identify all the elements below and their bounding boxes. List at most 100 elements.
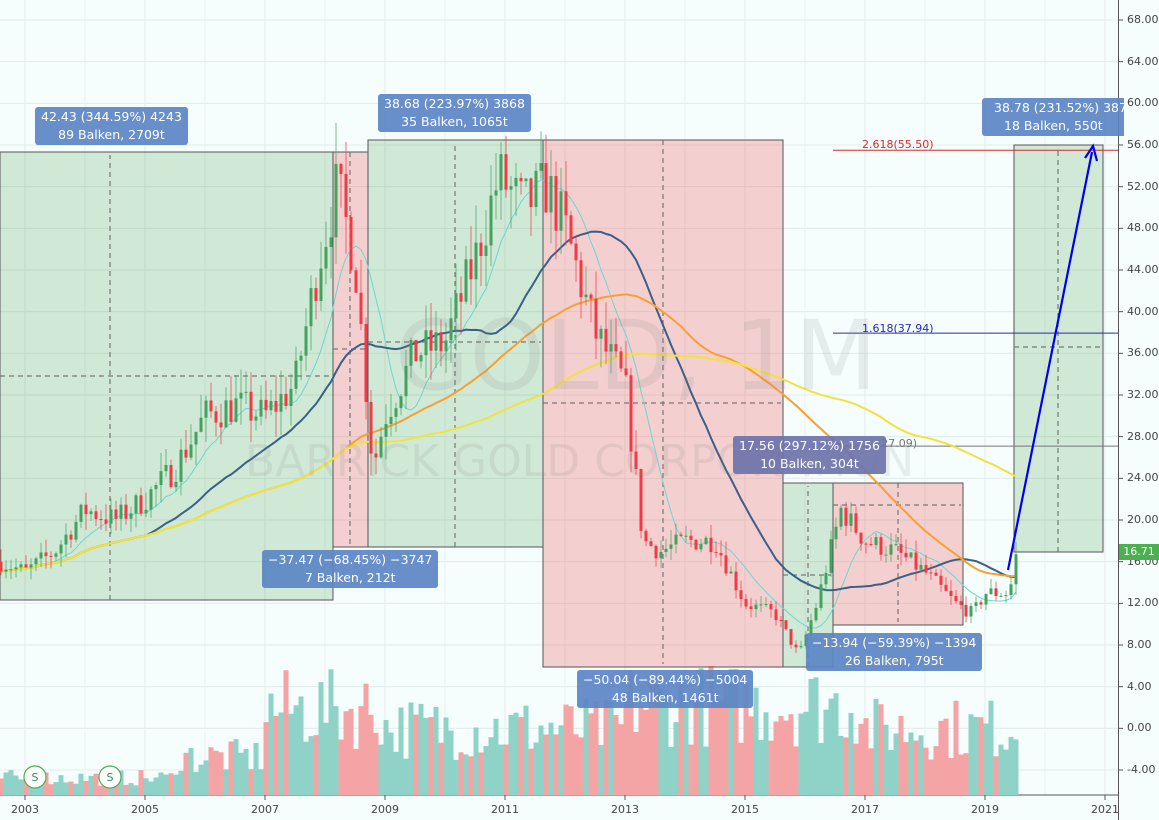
ma-50-line bbox=[0, 230, 1017, 592]
candle-body bbox=[584, 294, 588, 298]
candle-body bbox=[819, 584, 823, 608]
candle-body bbox=[994, 588, 998, 597]
volume-bar bbox=[838, 735, 844, 795]
price-axis[interactable] bbox=[1118, 0, 1159, 820]
price-tick-label: 8.00 bbox=[1127, 638, 1152, 652]
candle-body bbox=[519, 177, 523, 182]
candle bbox=[854, 506, 858, 535]
candle bbox=[419, 352, 423, 369]
candle-body bbox=[879, 537, 883, 555]
candle-body bbox=[314, 288, 318, 301]
candle bbox=[599, 325, 603, 368]
candle-body bbox=[969, 605, 973, 617]
candle-body bbox=[709, 537, 713, 553]
volume-bar bbox=[93, 773, 99, 795]
candle-body bbox=[159, 471, 163, 486]
volume-bar bbox=[648, 681, 654, 795]
price-tick-label: 48.00 bbox=[1127, 221, 1159, 235]
candle-body bbox=[304, 326, 308, 356]
candle-body bbox=[904, 552, 908, 558]
candle-body bbox=[99, 518, 103, 520]
candle-body bbox=[384, 423, 388, 437]
candle bbox=[894, 534, 898, 547]
candle bbox=[429, 303, 433, 380]
candle bbox=[774, 601, 778, 626]
volume-bar bbox=[173, 774, 179, 795]
volume-bar bbox=[333, 706, 339, 795]
volume-bar bbox=[193, 771, 199, 795]
candle-body bbox=[999, 595, 1003, 597]
volume-bar bbox=[593, 700, 599, 795]
candle-body bbox=[14, 567, 18, 570]
candle-body bbox=[179, 449, 183, 482]
candle-body bbox=[394, 408, 398, 417]
candle-body bbox=[459, 293, 463, 302]
candle-body bbox=[909, 552, 913, 558]
volume-bar bbox=[793, 746, 799, 795]
candle-body bbox=[59, 544, 63, 554]
candle-body bbox=[959, 601, 963, 605]
candle bbox=[89, 508, 93, 521]
candle bbox=[799, 640, 803, 649]
candle-body bbox=[614, 344, 618, 352]
candle bbox=[964, 596, 968, 623]
candle-body bbox=[239, 392, 243, 399]
candle bbox=[219, 403, 223, 445]
volume-bar bbox=[773, 721, 779, 795]
volume-bar bbox=[733, 669, 739, 795]
volume-bar bbox=[428, 717, 434, 795]
candle-body bbox=[674, 534, 678, 545]
candle-body bbox=[249, 391, 253, 421]
candle bbox=[609, 319, 613, 374]
candle-body bbox=[704, 537, 708, 545]
volume-bar bbox=[458, 752, 464, 795]
candle bbox=[154, 482, 158, 507]
candle bbox=[904, 539, 908, 562]
volume-bar bbox=[643, 709, 649, 795]
candle bbox=[269, 389, 273, 416]
volume-bar bbox=[538, 725, 544, 795]
candle-body bbox=[794, 644, 798, 648]
projection-arrow-line bbox=[1006, 151, 1094, 571]
candle-body bbox=[139, 495, 143, 514]
candle bbox=[389, 393, 393, 437]
volume-bar bbox=[393, 751, 399, 795]
candle bbox=[224, 387, 228, 429]
volume-bar bbox=[548, 722, 554, 795]
candle-body bbox=[34, 558, 38, 565]
candle-body bbox=[934, 572, 938, 576]
candle-body bbox=[69, 534, 73, 540]
candle bbox=[789, 628, 793, 649]
volume-bar bbox=[343, 711, 349, 795]
volume-bar bbox=[503, 744, 509, 795]
volume-bar bbox=[288, 713, 294, 795]
candle-body bbox=[749, 606, 753, 610]
candle bbox=[0, 549, 3, 576]
candle-body bbox=[4, 569, 8, 572]
candle-body bbox=[134, 495, 138, 514]
volume-bar bbox=[268, 693, 274, 795]
candle bbox=[574, 234, 578, 283]
volume-bar bbox=[728, 669, 734, 795]
volume-bar bbox=[413, 714, 419, 795]
candle bbox=[139, 487, 143, 517]
candle bbox=[914, 540, 918, 582]
volume-bar bbox=[613, 715, 619, 795]
volume-bar bbox=[278, 712, 284, 795]
volume-bar bbox=[163, 774, 169, 795]
candle-body bbox=[114, 509, 118, 519]
candle bbox=[839, 504, 843, 531]
volume-bar bbox=[233, 739, 239, 795]
candle-body bbox=[49, 555, 53, 557]
volume-bar bbox=[298, 696, 304, 795]
candle-body bbox=[839, 507, 843, 527]
volume-bar bbox=[133, 785, 139, 795]
volume-bar bbox=[118, 770, 124, 795]
candle bbox=[949, 580, 953, 605]
candle bbox=[134, 493, 138, 528]
price-tick-label: 64.00 bbox=[1127, 54, 1159, 68]
candle-body bbox=[429, 330, 433, 351]
candle bbox=[934, 568, 938, 577]
candle-body bbox=[739, 590, 743, 600]
